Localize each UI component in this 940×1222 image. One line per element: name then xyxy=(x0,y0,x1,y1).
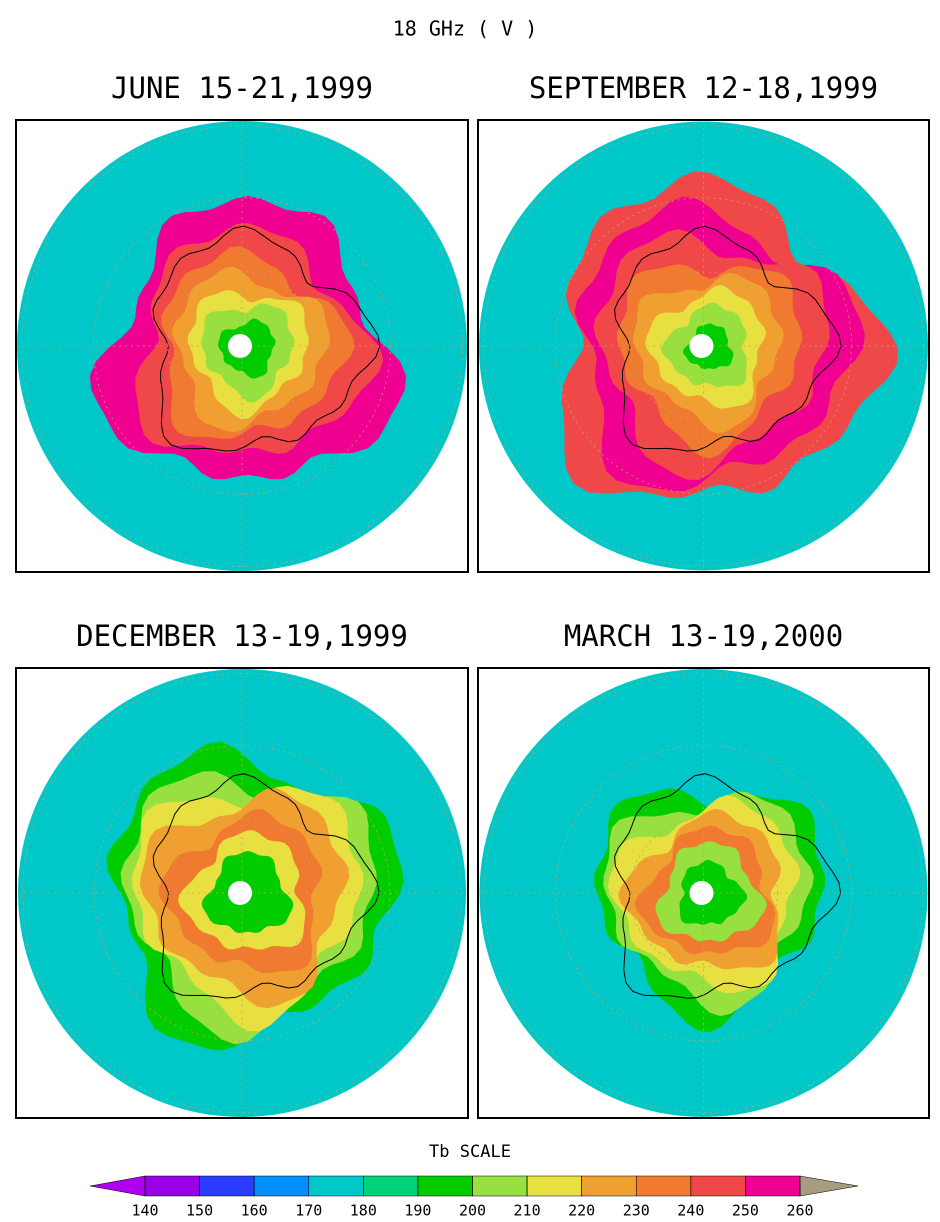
colorbar-swatch xyxy=(745,1175,801,1197)
colorbar-swatch xyxy=(581,1175,637,1197)
colorbar-tick-label: 180 xyxy=(350,1202,377,1220)
colorbar-tick-label: 240 xyxy=(677,1202,704,1220)
colorbar-tick-label: 140 xyxy=(131,1202,158,1220)
colorbar-over xyxy=(799,1175,859,1197)
graticule xyxy=(483,673,924,1113)
panel-title: DECEMBER 13-19,1999 xyxy=(76,619,408,653)
colorbar-tick-label: 220 xyxy=(568,1202,595,1220)
colorbar-swatch xyxy=(526,1175,582,1197)
colorbar-label: Tb SCALE xyxy=(429,1142,511,1162)
colorbar-swatch xyxy=(253,1175,310,1197)
pole-hole xyxy=(228,334,252,358)
pole-hole xyxy=(689,334,714,358)
colorbar-swatch xyxy=(417,1175,473,1197)
colorbar-under xyxy=(89,1175,146,1197)
colorbar-swatch xyxy=(472,1175,528,1197)
colorbar-tick-label: 150 xyxy=(186,1202,213,1220)
map-panel xyxy=(15,119,469,573)
colorbar-tick-label: 210 xyxy=(514,1202,541,1220)
pole-hole xyxy=(228,881,252,905)
colorbar-swatch xyxy=(144,1175,200,1197)
colorbar-tick-label: 230 xyxy=(623,1202,650,1220)
map-panel xyxy=(15,667,469,1119)
graticule xyxy=(167,818,317,968)
colorbar-tick-label: 170 xyxy=(295,1202,322,1220)
colorbar-tick-label: 200 xyxy=(459,1202,486,1220)
panel-title: SEPTEMBER 12-18,1999 xyxy=(529,71,878,105)
graticule xyxy=(22,673,462,1113)
graticule xyxy=(555,744,852,1042)
colorbar-swatch xyxy=(363,1175,419,1197)
colorbar-swatch xyxy=(199,1175,255,1197)
figure-title: 18 GHz ( V ) xyxy=(393,17,538,41)
colorbar-tick-label: 250 xyxy=(732,1202,759,1220)
colorbar-tick-label: 260 xyxy=(786,1202,813,1220)
colorbar-swatch xyxy=(636,1175,692,1197)
colorbar-swatch xyxy=(308,1175,364,1197)
colorbar-tick-label: 160 xyxy=(241,1202,268,1220)
colorbar-swatch xyxy=(690,1175,746,1197)
graticule xyxy=(93,744,391,1042)
colorbar-tick-label: 190 xyxy=(404,1202,431,1220)
map-panel xyxy=(477,667,930,1119)
panel-title: JUNE 15-21,1999 xyxy=(111,71,373,105)
map-panel xyxy=(477,119,930,573)
graticule xyxy=(629,818,778,968)
pole-hole xyxy=(689,881,714,905)
panel-title: MARCH 13-19,2000 xyxy=(564,619,843,653)
